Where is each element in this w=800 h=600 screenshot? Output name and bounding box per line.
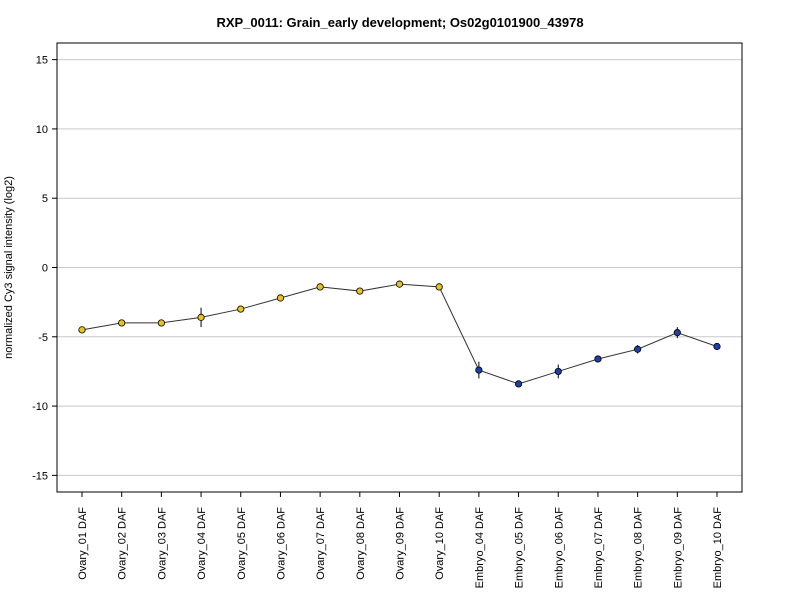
x-tick-label: Embryo_05 DAF — [514, 507, 526, 589]
data-point — [276, 294, 285, 302]
x-tick-label: Ovary_10 DAF — [434, 507, 446, 580]
x-tick-label: Embryo_07 DAF — [593, 507, 605, 589]
x-tick-label: Embryo_09 DAF — [672, 507, 684, 589]
x-tick-label: Embryo_08 DAF — [633, 507, 645, 589]
y-tick-label: 5 — [42, 193, 48, 205]
x-tick-label: Ovary_09 DAF — [395, 507, 407, 580]
x-tick-label: Ovary_07 DAF — [315, 507, 327, 580]
chart-title: RXP_0011: Grain_early development; Os02g… — [216, 15, 583, 30]
series-line — [81, 283, 718, 385]
y-tick-label: 15 — [36, 55, 48, 67]
data-point — [713, 342, 721, 351]
grid-lines — [57, 59, 742, 476]
x-tick-label: Ovary_03 DAF — [156, 507, 168, 580]
data-point — [673, 329, 681, 337]
x-tick-label: Ovary_05 DAF — [236, 507, 248, 580]
data-point — [435, 283, 443, 291]
y-tick-label: -10 — [32, 401, 48, 413]
plot-frame — [56, 42, 743, 493]
data-point — [514, 380, 523, 388]
y-tick-label: -15 — [32, 470, 48, 482]
x-tick-label: Ovary_01 DAF — [77, 507, 89, 580]
data-point — [395, 280, 404, 288]
data-point — [197, 313, 205, 321]
data-point — [78, 326, 86, 334]
data-point — [475, 366, 483, 374]
data-point — [594, 355, 602, 363]
x-tick-label: Ovary_04 DAF — [196, 507, 208, 580]
x-tick-label: Ovary_06 DAF — [275, 507, 287, 580]
x-axis: Ovary_01 DAF Ovary_02 DAF Ovary_03 DAF Ovar… — [77, 492, 724, 588]
data-point — [316, 283, 324, 291]
x-tick-label: Ovary_02 DAF — [117, 507, 129, 580]
data-point — [118, 319, 126, 327]
data-series — [78, 280, 721, 388]
data-point — [554, 367, 562, 376]
y-tick-label: 10 — [36, 124, 48, 136]
y-axis-label: normalized Cy3 signal intensity (log2) — [3, 176, 15, 359]
data-point — [634, 345, 642, 353]
data-point — [237, 305, 245, 313]
y-tick-label: -5 — [38, 332, 48, 344]
data-point — [356, 287, 364, 295]
x-tick-label: Embryo_04 DAF — [474, 507, 486, 589]
x-tick-label: Ovary_08 DAF — [355, 507, 367, 580]
x-tick-label: Embryo_10 DAF — [712, 507, 724, 589]
x-tick-label: Embryo_06 DAF — [553, 507, 565, 589]
y-axis: 15 10 5 0 -5 -10 -15 — [32, 55, 57, 482]
data-point — [157, 319, 165, 327]
y-tick-label: 0 — [42, 263, 48, 275]
